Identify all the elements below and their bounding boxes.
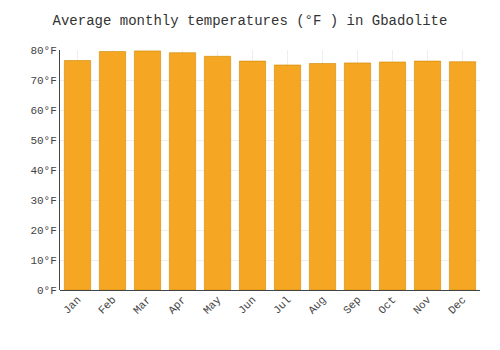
svg-text:70°F: 70°F bbox=[30, 75, 56, 87]
svg-text:Jan: Jan bbox=[61, 294, 83, 316]
svg-text:Aug: Aug bbox=[306, 294, 328, 316]
svg-text:0°F: 0°F bbox=[37, 285, 57, 297]
svg-text:30°F: 30°F bbox=[30, 195, 56, 207]
svg-text:Apr: Apr bbox=[166, 294, 188, 316]
svg-text:20°F: 20°F bbox=[30, 225, 56, 237]
svg-text:50°F: 50°F bbox=[30, 135, 56, 147]
svg-text:Nov: Nov bbox=[411, 294, 434, 317]
svg-text:Jun: Jun bbox=[236, 294, 258, 316]
svg-text:Dec: Dec bbox=[446, 294, 468, 316]
svg-text:Mar: Mar bbox=[131, 294, 153, 316]
svg-text:10°F: 10°F bbox=[30, 255, 56, 267]
svg-text:Jul: Jul bbox=[271, 294, 293, 316]
svg-text:40°F: 40°F bbox=[30, 165, 56, 177]
svg-text:Oct: Oct bbox=[376, 294, 398, 316]
svg-text:Sep: Sep bbox=[341, 294, 363, 316]
svg-text:May: May bbox=[201, 294, 224, 317]
svg-text:Average monthly temperatures (: Average monthly temperatures (°F ) in Gb… bbox=[53, 13, 448, 29]
svg-text:60°F: 60°F bbox=[30, 105, 56, 117]
svg-text:Feb: Feb bbox=[96, 294, 118, 316]
svg-text:80°F: 80°F bbox=[30, 45, 56, 57]
